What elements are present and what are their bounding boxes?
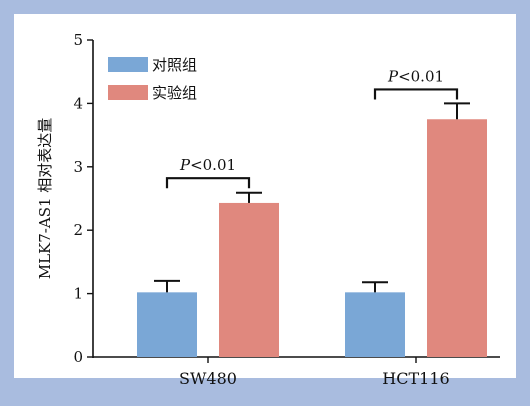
legend-label-0: 对照组 xyxy=(152,56,197,74)
legend-swatch-1 xyxy=(108,85,148,100)
bar-HCT116-0 xyxy=(345,292,405,357)
bar-SW480-1 xyxy=(219,202,279,357)
significance-label-1: P<0.01 xyxy=(387,67,444,85)
bar-HCT116-1 xyxy=(427,119,487,357)
bar-SW480-0 xyxy=(137,292,197,357)
significance-bracket-1 xyxy=(373,88,459,100)
significance-bracket-0 xyxy=(165,177,251,189)
significance-label-0: P<0.01 xyxy=(179,156,236,174)
y-tick-label-2: 2 xyxy=(73,221,83,239)
legend-label-1: 实验组 xyxy=(152,84,197,102)
legend-swatch-0 xyxy=(108,57,148,72)
y-tick-label-4: 4 xyxy=(73,94,83,112)
y-axis-title: MLK7-AS1 相对表达量 xyxy=(36,118,54,280)
y-tick-label-0: 0 xyxy=(73,348,83,366)
x-category-label-SW480: SW480 xyxy=(179,369,237,388)
y-tick-label-3: 3 xyxy=(73,158,83,176)
y-tick-label-1: 1 xyxy=(73,285,83,303)
y-tick-label-5: 5 xyxy=(73,31,83,49)
x-category-label-HCT116: HCT116 xyxy=(382,369,449,388)
